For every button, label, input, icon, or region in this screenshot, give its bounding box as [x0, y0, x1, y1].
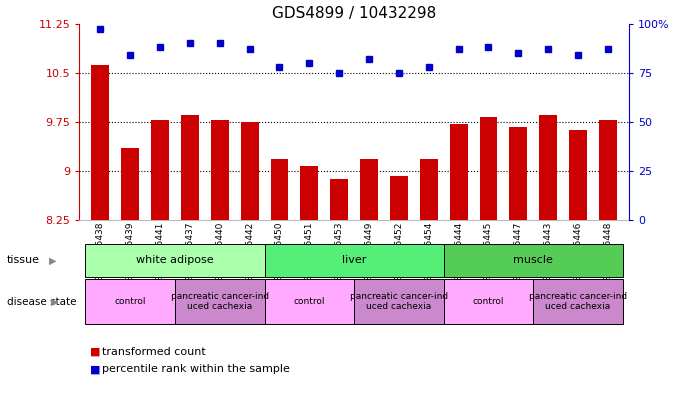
Bar — [301, 166, 319, 220]
Text: muscle: muscle — [513, 255, 553, 265]
Text: ▶: ▶ — [51, 297, 58, 307]
Text: ■: ■ — [90, 364, 100, 375]
Bar — [480, 117, 498, 220]
Text: percentile rank within the sample: percentile rank within the sample — [102, 364, 290, 375]
Bar — [390, 176, 408, 220]
Bar — [450, 124, 468, 220]
Text: disease state: disease state — [7, 297, 77, 307]
Text: ▶: ▶ — [49, 255, 56, 265]
Text: control: control — [294, 297, 325, 306]
Bar — [151, 120, 169, 220]
Bar — [240, 122, 258, 220]
Title: GDS4899 / 10432298: GDS4899 / 10432298 — [272, 6, 436, 21]
Bar — [360, 159, 378, 220]
Text: pancreatic cancer-ind
uced cachexia: pancreatic cancer-ind uced cachexia — [350, 292, 448, 311]
Text: control: control — [473, 297, 504, 306]
Text: tissue: tissue — [7, 255, 40, 265]
Bar — [91, 65, 109, 220]
Bar — [420, 159, 437, 220]
Bar — [509, 127, 527, 220]
Text: pancreatic cancer-ind
uced cachexia: pancreatic cancer-ind uced cachexia — [171, 292, 269, 311]
Bar — [569, 130, 587, 220]
Text: transformed count: transformed count — [102, 347, 206, 357]
Bar — [121, 148, 139, 220]
Text: pancreatic cancer-ind
uced cachexia: pancreatic cancer-ind uced cachexia — [529, 292, 627, 311]
Bar — [539, 115, 557, 220]
Text: control: control — [115, 297, 146, 306]
Bar — [181, 115, 199, 220]
Text: liver: liver — [342, 255, 366, 265]
Bar — [599, 120, 617, 220]
Text: white adipose: white adipose — [136, 255, 214, 265]
Bar — [330, 179, 348, 220]
Bar — [271, 159, 288, 220]
Bar — [211, 120, 229, 220]
Text: ■: ■ — [90, 347, 100, 357]
